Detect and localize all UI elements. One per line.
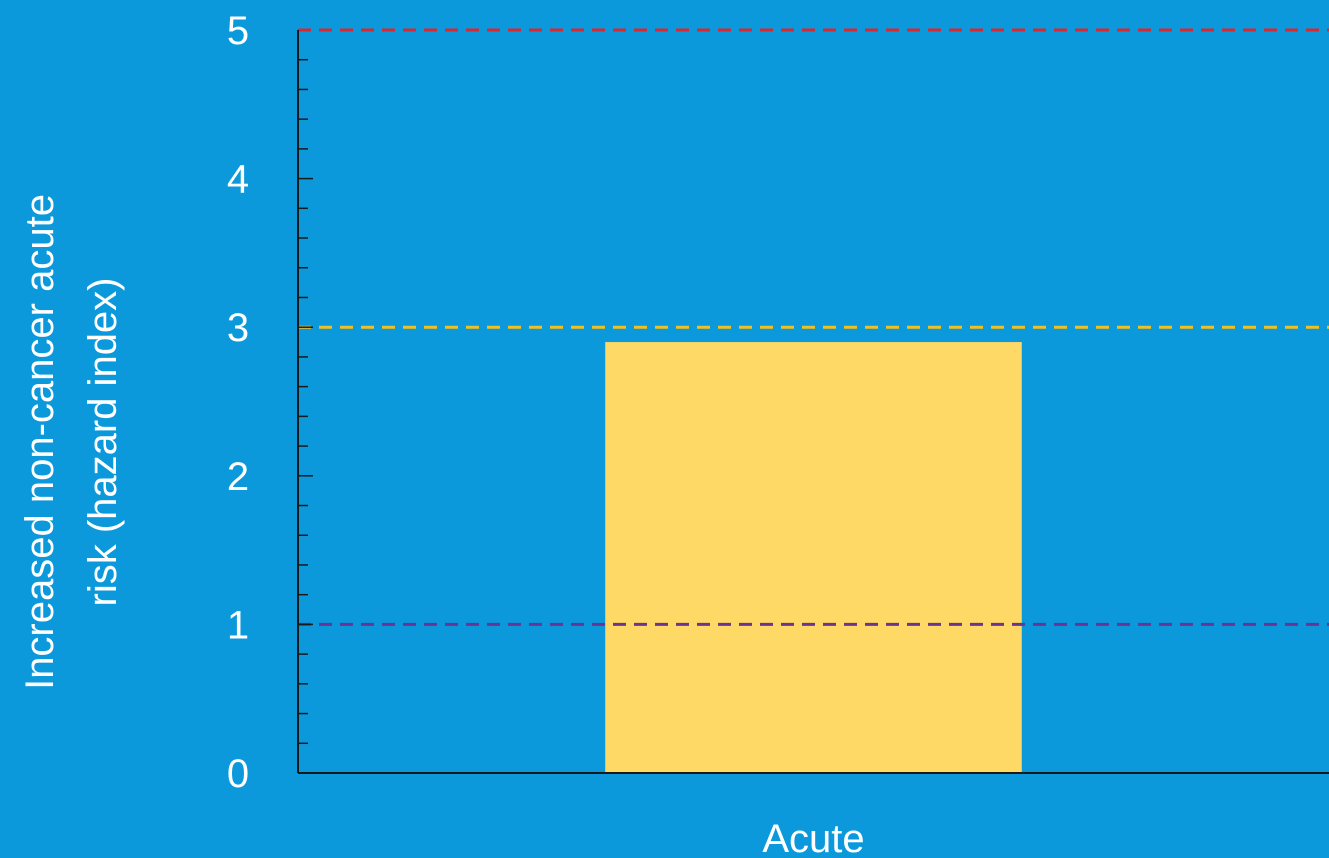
overlay-reference-lines <box>298 28 1329 626</box>
y-axis-title-line-2: risk (hazard index) <box>81 277 125 606</box>
y-axis-title: Increased non-cancer acute risk (hazard … <box>18 194 125 690</box>
y-tick-label: 0 <box>227 752 249 796</box>
x-tick-label: Acute <box>762 817 864 858</box>
y-tick-label: 4 <box>227 158 249 202</box>
x-tick-labels: Acute <box>762 817 864 858</box>
y-tick-label: 1 <box>227 603 249 647</box>
y-tick-labels: 0 1 2 3 4 5 <box>227 9 249 796</box>
bar-acute <box>605 342 1022 773</box>
bars <box>605 342 1022 773</box>
y-tick-label: 3 <box>227 306 249 350</box>
axes <box>297 30 1329 774</box>
y-tick-label: 2 <box>227 455 249 499</box>
y-axis-title-line-1: Increased non-cancer acute <box>18 194 62 690</box>
y-tick-label: 5 <box>227 9 249 53</box>
